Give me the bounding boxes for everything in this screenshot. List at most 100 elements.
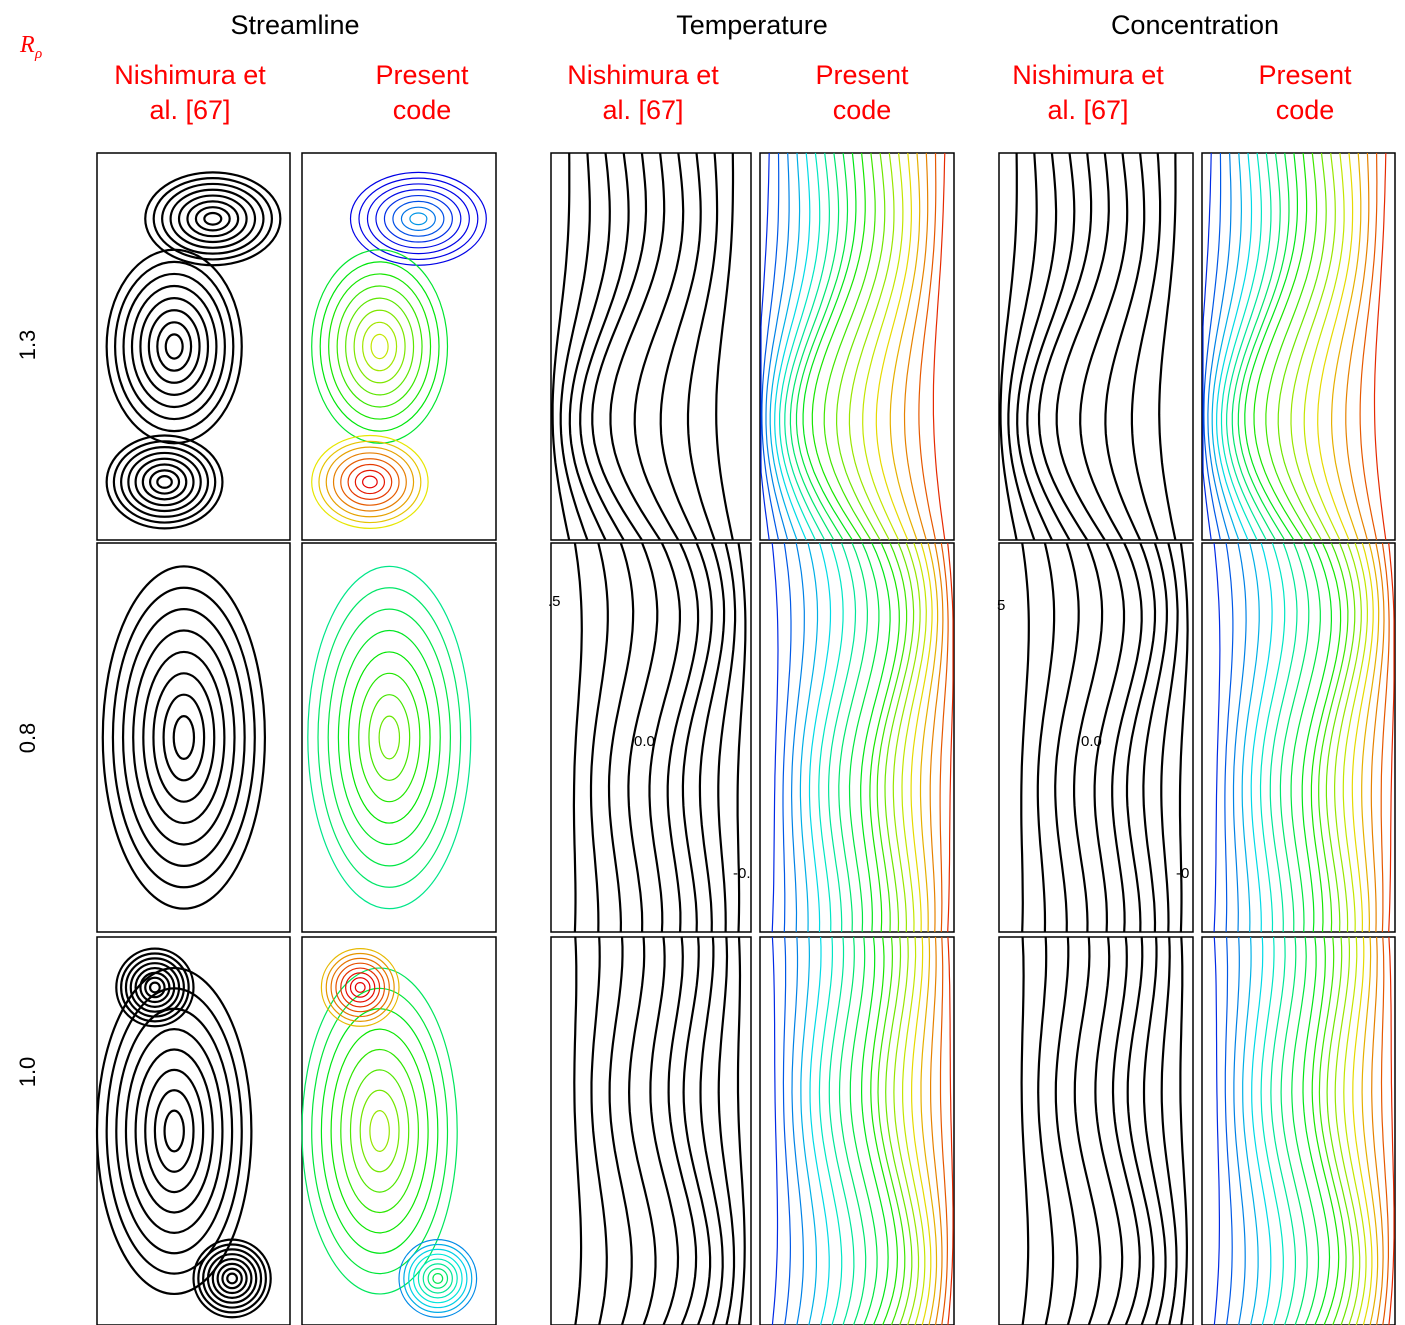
contour-line [1027, 153, 1074, 540]
streamline [133, 631, 234, 845]
row-label: 1.3 [15, 330, 40, 361]
page: {"header": {"symbol": "R", "subscript": … [0, 0, 1405, 1325]
figure: R ρ StreamlineNishimura etal. [67]Presen… [0, 0, 1405, 1325]
contour-line [1080, 153, 1127, 540]
contour-line [719, 937, 734, 1325]
contour-line [1105, 153, 1144, 540]
contour-line [574, 937, 581, 1325]
contour-line [1291, 543, 1320, 932]
panel-header: al. [67] [1047, 95, 1128, 125]
streamline [126, 1029, 223, 1233]
streamline [162, 184, 263, 254]
contour-annotation: 0.0 [634, 733, 655, 750]
streamline [341, 459, 399, 505]
streamline [132, 286, 216, 407]
streamline [326, 447, 413, 517]
contour-annotation: .5 [548, 593, 561, 610]
streamline [308, 566, 471, 908]
streamline [331, 958, 389, 1016]
contour-line [591, 543, 608, 932]
contour-line [1225, 937, 1232, 1325]
contour-line [561, 153, 590, 540]
streamline [164, 695, 205, 781]
contour-line [762, 153, 779, 540]
contour-line [1270, 543, 1297, 932]
contour-line [770, 153, 799, 540]
contour-line [890, 153, 919, 540]
symbol: R [19, 32, 35, 58]
streamline [121, 447, 208, 517]
contour-line [635, 153, 684, 540]
streamline [136, 459, 194, 505]
contour-line [669, 937, 697, 1325]
panel-header: code [833, 95, 892, 125]
panel-border [1202, 543, 1395, 932]
contour-line [1162, 937, 1177, 1325]
contour-line [1304, 153, 1344, 540]
streamline [150, 470, 179, 493]
contour-line [921, 543, 938, 932]
contour-line [574, 543, 582, 932]
contour-line [553, 153, 570, 540]
contour-line [611, 153, 665, 540]
contour-line [1362, 543, 1379, 932]
contour-line [592, 937, 607, 1325]
contour-panel [999, 937, 1193, 1325]
contour-line [1021, 543, 1029, 932]
contour-line [829, 543, 856, 932]
row-label: 0.8 [15, 723, 40, 754]
contour-panel [760, 937, 954, 1325]
contour-line [1261, 543, 1285, 932]
streamline [363, 322, 397, 370]
streamline [174, 716, 194, 759]
contour-line [819, 937, 841, 1325]
streamline [116, 1009, 232, 1253]
contour-line [1389, 543, 1394, 932]
streamline [194, 1240, 271, 1318]
streamline [320, 262, 439, 431]
contour-line [1204, 153, 1221, 540]
contour-line [661, 153, 701, 540]
contour-line [819, 543, 843, 932]
streamline [428, 1269, 447, 1288]
streamline [150, 983, 160, 993]
contour-panel [97, 543, 290, 932]
row-label: 1.0 [15, 1057, 40, 1088]
panel-header: Present [1258, 60, 1352, 90]
contour-line [1242, 543, 1259, 932]
contour-line [1212, 153, 1241, 540]
panel-header: Present [815, 60, 909, 90]
contour-line [1203, 153, 1211, 540]
contour-line [921, 937, 937, 1325]
contour-line [1232, 153, 1280, 540]
streamline [379, 716, 399, 759]
panel-header: Nishimura et [567, 60, 719, 90]
contour-panel [1202, 543, 1395, 932]
streamline [401, 207, 435, 230]
streamline [338, 631, 440, 845]
column-title: Temperature [676, 10, 828, 40]
streamline [409, 1249, 467, 1307]
contour-line [1022, 937, 1029, 1325]
contour-annotation: 0.0 [1081, 733, 1102, 750]
streamline [363, 476, 378, 488]
contour-line [772, 543, 778, 932]
panel-header: Nishimura et [1012, 60, 1164, 90]
streamline [128, 453, 200, 511]
streamline [399, 1240, 477, 1318]
panel-header: Present [375, 60, 469, 90]
column-title: Concentration [1111, 10, 1279, 40]
streamline [222, 1269, 241, 1288]
contour-line [609, 543, 633, 932]
contour-line [1225, 543, 1233, 932]
streamline [196, 207, 230, 230]
contour-line [1057, 153, 1109, 540]
streamline [208, 1254, 256, 1303]
streamline [433, 1274, 443, 1284]
streamline [354, 310, 405, 383]
contour-annotation: -0 [1176, 865, 1189, 882]
contour-line [783, 937, 790, 1325]
contour-line [1234, 543, 1247, 932]
contour-line [1352, 543, 1373, 932]
streamline [376, 190, 461, 248]
